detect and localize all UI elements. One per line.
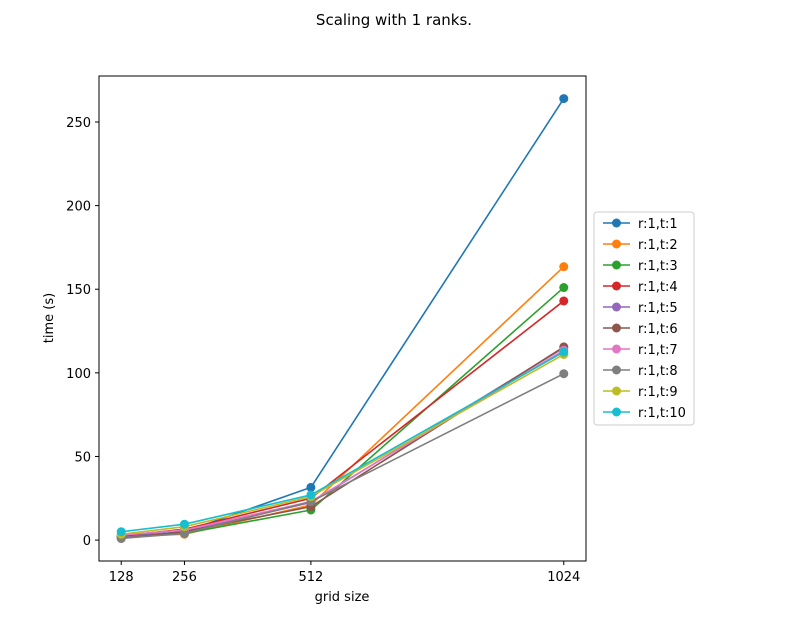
legend-item: r:1,t:6: [603, 322, 678, 337]
x-tick-label: 256: [172, 570, 197, 585]
legend-marker: [612, 407, 621, 417]
data-point: [559, 347, 569, 357]
legend-label: r:1,t:2: [638, 238, 678, 253]
legend-label: r:1,t:7: [638, 343, 678, 358]
legend-label: r:1,t:9: [638, 385, 678, 400]
x-axis-ticks: 128 256 512 1024: [109, 561, 580, 585]
legend-label: r:1,t:3: [638, 259, 678, 274]
legend-marker: [612, 344, 621, 354]
y-tick-label: 50: [74, 450, 91, 465]
legend-item: r:1,t:5: [603, 301, 678, 316]
y-tick-label: 150: [66, 283, 91, 298]
data-point: [559, 296, 569, 306]
legend-label: r:1,t:10: [638, 406, 686, 421]
series-lines: [116, 94, 569, 543]
legend-item: r:1,t:8: [603, 364, 678, 379]
legend-marker: [612, 239, 621, 249]
legend-item: r:1,t:9: [603, 385, 678, 400]
legend-marker: [612, 260, 621, 270]
plot-area: [98, 75, 587, 562]
x-axis-label: grid size: [315, 590, 370, 605]
data-point: [559, 369, 569, 379]
data-point: [559, 94, 569, 104]
series-line: [121, 351, 565, 533]
legend-label: r:1,t:8: [638, 364, 678, 379]
chart-title: Scaling with 1 ranks.: [316, 11, 472, 29]
legend-marker: [612, 323, 621, 333]
data-point: [116, 527, 126, 537]
y-tick-label: 200: [66, 200, 91, 215]
legend-item: r:1,t:1: [603, 217, 678, 232]
legend-marker: [612, 386, 621, 396]
data-point: [306, 482, 316, 492]
legend-label: r:1,t:6: [638, 322, 678, 337]
legend-item: r:1,t:2: [603, 238, 678, 253]
series-line: [121, 353, 565, 536]
data-point: [306, 490, 316, 500]
data-point: [179, 528, 189, 538]
legend-marker: [612, 302, 621, 312]
series-line: [121, 372, 565, 540]
series-10: [116, 347, 569, 537]
legend-marker: [612, 365, 621, 375]
legend: r:1,t:1 r:1,t:2 r:1,t:3 r:1,t:4 r:1,t:5 r:1,t…: [593, 211, 695, 426]
legend-label: r:1,t:1: [638, 217, 678, 232]
data-point: [559, 262, 569, 272]
legend-item: r:1,t:4: [603, 280, 678, 295]
x-tick-label: 512: [298, 570, 323, 585]
legend-item: r:1,t:3: [603, 259, 678, 274]
data-point: [559, 283, 569, 293]
y-axis-label: time (s): [42, 293, 57, 343]
data-point: [179, 519, 189, 529]
legend-label: r:1,t:5: [638, 301, 678, 316]
legend-marker: [612, 281, 621, 291]
legend-item: r:1,t:10: [603, 406, 686, 421]
x-tick-label: 128: [109, 570, 134, 585]
y-axis-ticks: 0 50 100 150 200 250: [66, 116, 99, 549]
legend-label: r:1,t:4: [638, 280, 678, 295]
x-tick-label: 1024: [547, 570, 580, 585]
legend-marker: [612, 218, 621, 228]
y-tick-label: 100: [66, 367, 91, 382]
y-tick-label: 0: [83, 534, 91, 549]
legend-item: r:1,t:7: [603, 343, 678, 358]
y-tick-label: 250: [66, 116, 91, 131]
